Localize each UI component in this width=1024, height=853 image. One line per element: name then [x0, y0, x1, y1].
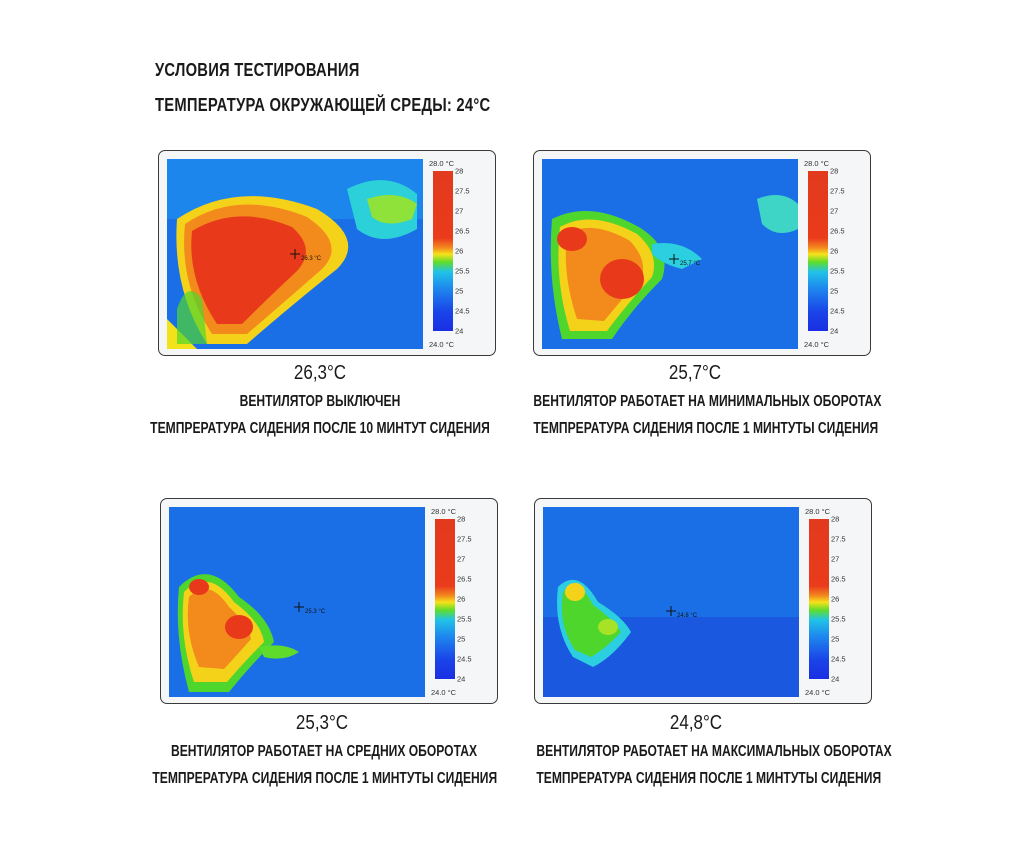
- scale-tick: 26: [457, 594, 466, 604]
- seat-temperature-caption: ТЕМПРЕРАТУРА СИДЕНИЯ ПОСЛЕ 1 МИНТУТЫ СИД…: [536, 770, 882, 787]
- thermal-image-frame: 25.7 °C 28.0 °C 28 27.5 27 26.5 26 25.5 …: [533, 150, 871, 356]
- scale-max-label: 28.0 °C: [804, 159, 830, 168]
- thermal-image: 25.3 °C: [169, 507, 425, 697]
- scale-tick: 25: [831, 634, 840, 644]
- scale-tick: 26.5: [457, 574, 472, 584]
- scale-tick: 26.5: [831, 574, 846, 584]
- seat-temperature-caption: ТЕМПРЕРАТУРА СИДЕНИЯ ПОСЛЕ 1 МИНТУТЫ СИД…: [152, 770, 498, 787]
- scale-tick: 24.5: [830, 306, 845, 316]
- thermal-image-frame: 26.3 °C 28.0 °C 28 27.5 27 26.5 26 25.5 …: [158, 150, 496, 356]
- temperature-scale: 28.0 °C 28 27.5 27 26.5 26 25.5 25 24.5 …: [427, 159, 487, 349]
- scale-tick: 26: [831, 594, 840, 604]
- scale-tick: 28: [831, 514, 840, 524]
- scale-max-label: 28.0 °C: [805, 507, 831, 516]
- scale-tick: 27.5: [831, 534, 846, 544]
- scale-min-label: 24.0 °C: [431, 688, 457, 697]
- scale-tick: 25.5: [831, 614, 846, 624]
- scale-min-label: 24.0 °C: [429, 340, 455, 349]
- scale-max-label: 28.0 °C: [431, 507, 457, 516]
- measurement-crosshair: 24.8 °C: [666, 606, 698, 619]
- scale-max-label: 28.0 °C: [429, 159, 455, 168]
- scale-tick: 24: [457, 674, 466, 684]
- scale-tick: 24: [831, 674, 840, 684]
- scale-tick: 25: [455, 286, 464, 296]
- scale-tick: 24.5: [831, 654, 846, 664]
- temperature-scale: 28.0 °C 28 27.5 27 26.5 26 25.5 25 24.5 …: [429, 507, 489, 697]
- scale-tick: 27: [457, 554, 466, 564]
- scale-tick: 25.5: [457, 614, 472, 624]
- scale-tick: 26: [455, 246, 464, 256]
- scale-tick: 24: [830, 326, 839, 336]
- scale-tick: 26.5: [455, 226, 470, 236]
- thermal-image-frame: 25.3 °C 28.0 °C 28 27.5 27 26.5 26 25.5 …: [160, 498, 498, 704]
- crosshair-readout: 25.3 °C: [305, 609, 326, 615]
- temperature-scale: 28.0 °C 28 27.5 27 26.5 26 25.5 25 24.5 …: [803, 507, 863, 697]
- scale-tick: 28: [830, 166, 839, 176]
- scale-min-label: 24.0 °C: [805, 688, 831, 697]
- color-scale-bar: [433, 171, 453, 331]
- fan-mode-label: ВЕНТИЛЯТОР РАБОТАЕТ НА СРЕДНИХ ОБОРОТАХ: [170, 743, 478, 760]
- color-scale-bar: [435, 519, 455, 679]
- thermal-image: 26.3 °C: [167, 159, 423, 349]
- scale-tick: 27.5: [830, 186, 845, 196]
- crosshair-readout: 25.7 °C: [680, 261, 701, 267]
- temperature-scale: 28.0 °C 28 27.5 27 26.5 26 25.5 25 24.5 …: [802, 159, 862, 349]
- measurement-crosshair: 26.3 °C: [290, 249, 322, 262]
- measured-temperature: 24,8°С: [669, 712, 723, 734]
- fan-mode-label: ВЕНТИЛЯТОР РАБОТАЕТ НА МАКСИМАЛЬНЫХ ОБОР…: [536, 743, 892, 760]
- scale-tick: 27: [455, 206, 464, 216]
- scale-min-label: 24.0 °C: [804, 340, 830, 349]
- thermal-image-frame: 24.8 °C 28.0 °C 28 27.5 27 26.5 26 25.5 …: [534, 498, 872, 704]
- scale-tick: 26.5: [830, 226, 845, 236]
- measured-temperature: 25,7°С: [668, 362, 722, 384]
- seat-temperature-caption: ТЕМПРЕРАТУРА СИДЕНИЯ ПОСЛЕ 10 МИНТУТ СИД…: [150, 420, 490, 437]
- color-scale-bar: [808, 171, 828, 331]
- color-scale-bar: [809, 519, 829, 679]
- scale-tick: 25: [830, 286, 839, 296]
- scale-tick: 25.5: [455, 266, 470, 276]
- scale-tick: 24.5: [457, 654, 472, 664]
- crosshair-readout: 24.8 °C: [677, 613, 698, 619]
- thermal-image: 24.8 °C: [543, 507, 799, 697]
- measured-temperature: 26,3°С: [293, 362, 347, 384]
- crosshair-readout: 26.3 °C: [301, 256, 322, 262]
- seat-temperature-caption: ТЕМПРЕРАТУРА СИДЕНИЯ ПОСЛЕ 1 МИНТУТЫ СИД…: [533, 420, 879, 437]
- scale-tick: 28: [455, 166, 464, 176]
- scale-tick: 26: [830, 246, 839, 256]
- fan-mode-label: ВЕНТИЛЯТОР ВЫКЛЮЧЕН: [239, 393, 401, 410]
- scale-tick: 25.5: [830, 266, 845, 276]
- scale-tick: 24: [455, 326, 464, 336]
- thermal-image: 25.7 °C: [542, 159, 798, 349]
- measured-temperature: 25,3°С: [295, 712, 349, 734]
- measurement-crosshair: 25.7 °C: [669, 254, 701, 267]
- scale-tick: 25: [457, 634, 466, 644]
- header-title: УСЛОВИЯ ТЕСТИРОВАНИЯ: [155, 60, 360, 80]
- scale-tick: 24.5: [455, 306, 470, 316]
- scale-tick: 27: [831, 554, 840, 564]
- scale-tick: 28: [457, 514, 466, 524]
- ambient-temperature: ТЕМПЕРАТУРА ОКРУЖАЮЩЕЙ СРЕДЫ: 24°С: [155, 95, 491, 115]
- scale-tick: 27.5: [455, 186, 470, 196]
- measurement-crosshair: 25.3 °C: [294, 602, 326, 615]
- scale-tick: 27: [830, 206, 839, 216]
- scale-tick: 27.5: [457, 534, 472, 544]
- fan-mode-label: ВЕНТИЛЯТОР РАБОТАЕТ НА МИНИМАЛЬНЫХ ОБОРО…: [533, 393, 882, 410]
